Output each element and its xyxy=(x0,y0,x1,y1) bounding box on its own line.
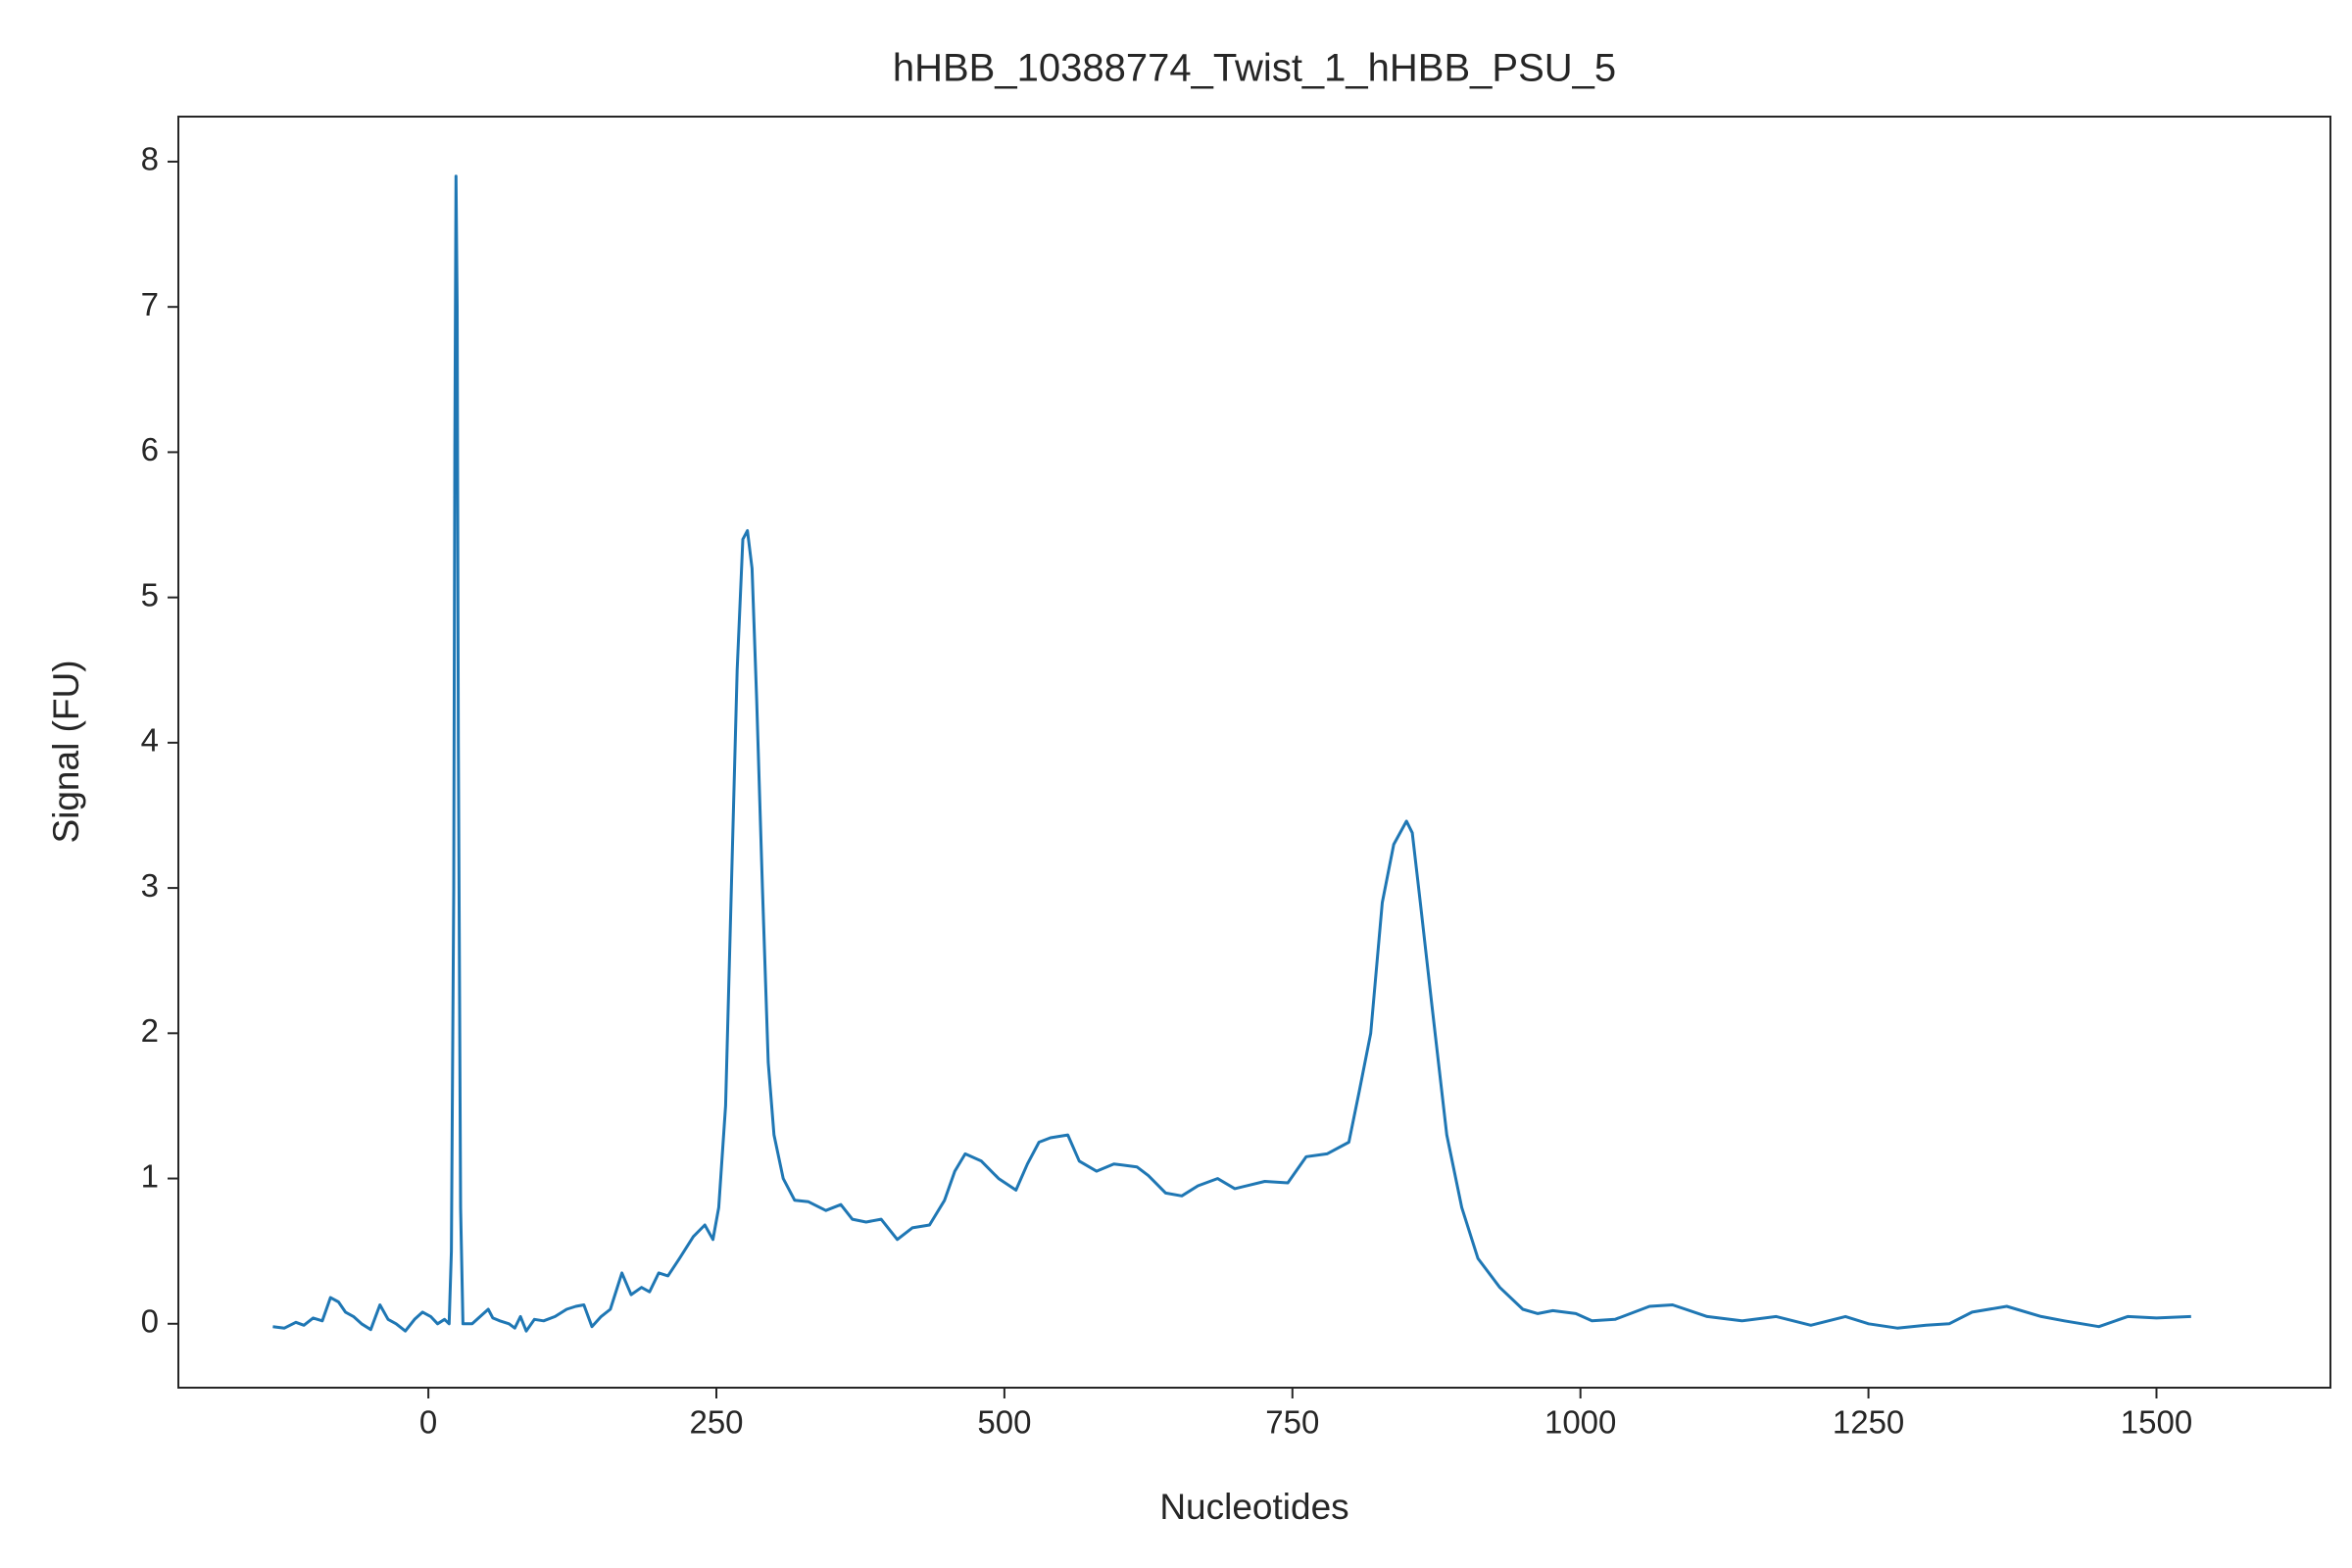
y-tick-label: 1 xyxy=(141,1157,159,1194)
plot-frame xyxy=(177,116,2331,1389)
x-tick-label: 1500 xyxy=(2121,1404,2192,1441)
y-tick-label: 7 xyxy=(141,286,159,322)
y-tick-label: 2 xyxy=(141,1012,159,1049)
y-tick-label: 4 xyxy=(141,722,159,759)
y-axis-label: Signal (FU) xyxy=(46,660,86,843)
x-tick-label: 1000 xyxy=(1544,1404,1616,1441)
y-tick-label: 8 xyxy=(141,141,159,177)
chart-title: hHBB_10388774_Twist_1_hHBB_PSU_5 xyxy=(893,47,1616,90)
x-axis-label: Nucleotides xyxy=(1159,1487,1348,1527)
y-tick-label: 0 xyxy=(141,1302,159,1339)
x-tick-label: 0 xyxy=(419,1404,437,1441)
x-tick-label: 250 xyxy=(689,1404,743,1441)
x-tick-label: 1250 xyxy=(1833,1404,1904,1441)
y-tick-label: 5 xyxy=(141,576,159,612)
y-tick-label: 3 xyxy=(141,867,159,904)
y-tick-label: 6 xyxy=(141,431,159,467)
data-line xyxy=(272,174,2191,1333)
x-tick-label: 750 xyxy=(1265,1404,1319,1441)
x-tick-label: 500 xyxy=(977,1404,1031,1441)
